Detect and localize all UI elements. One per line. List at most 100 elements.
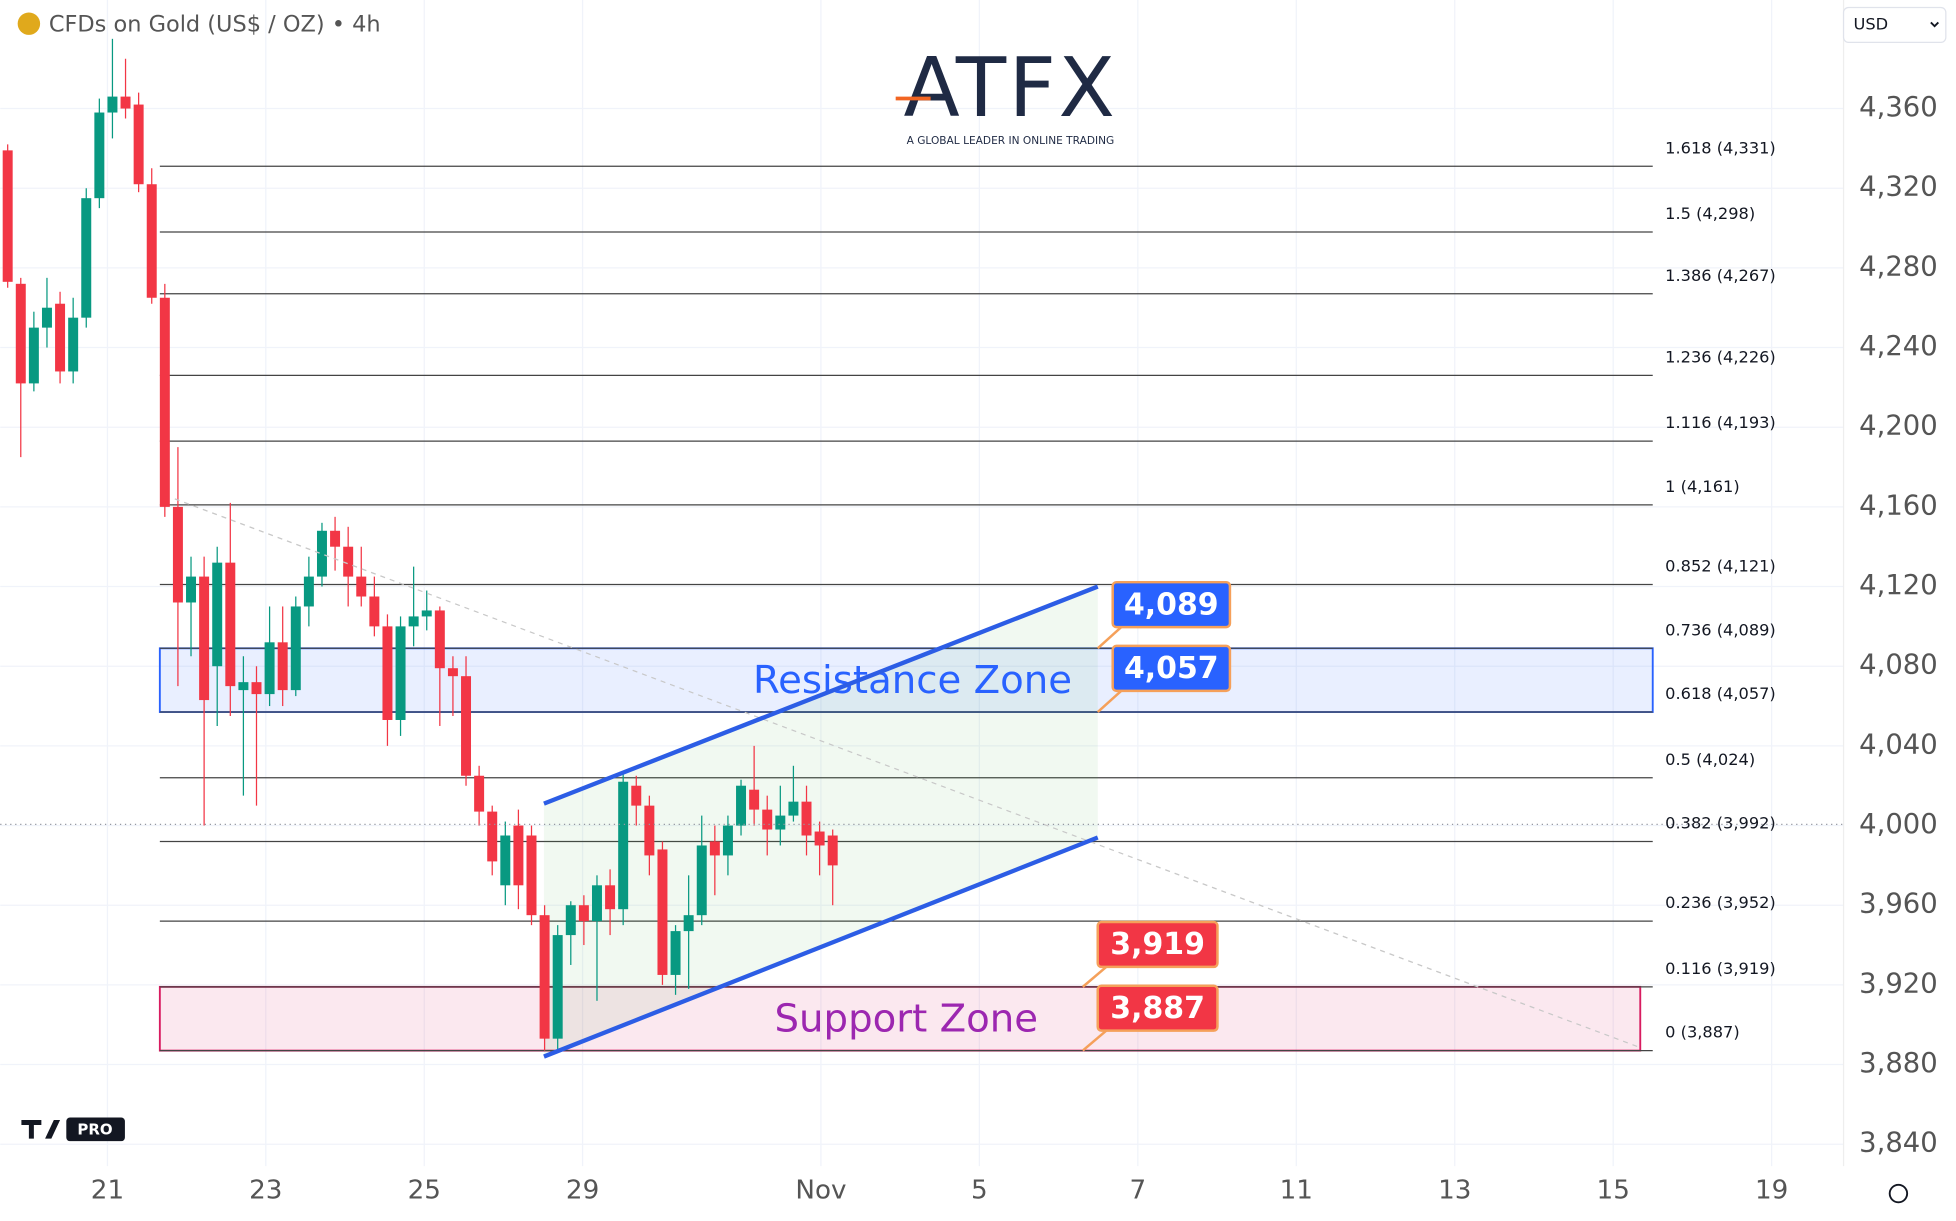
candle-body [591,885,602,922]
currency-select[interactable] [1842,6,1947,44]
price-tag [1096,984,1219,1032]
candle-body [552,935,563,1039]
candle-body [15,283,26,384]
x-tick-label: 13 [1438,1176,1471,1206]
y-tick-label: 4,200 [1859,411,1938,442]
y-tick-label: 4,160 [1859,490,1938,521]
candle-body [696,845,707,916]
fib-label: 0.618 (4,057) [1665,684,1776,703]
fib-label: 1.386 (4,267) [1665,266,1776,285]
x-tick-label: 19 [1755,1176,1788,1206]
y-tick-label: 4,120 [1859,570,1938,601]
candle-body [316,530,327,577]
fib-label: 1 (4,161) [1665,477,1740,496]
candle-body [28,327,39,384]
tag-pointer [1081,964,1109,988]
candle-body [814,831,825,846]
x-tick-label: 11 [1280,1176,1313,1206]
candle-body [120,96,131,109]
y-tick-label: 4,080 [1859,650,1938,681]
candle-body [474,775,485,812]
candle-body [644,805,655,856]
candle-body [408,616,419,627]
candle-body [186,576,197,603]
candle-body [461,676,472,776]
candle-body [369,596,380,627]
candle-body [212,562,223,667]
y-tick-label: 3,960 [1859,889,1938,920]
y-tick-label: 4,240 [1859,331,1938,362]
fib-label: 0.116 (3,919) [1665,959,1776,978]
x-tick-label: 25 [408,1176,441,1206]
dropdown-arrow [1930,21,1939,28]
tag-pointer [1096,624,1124,650]
candle-body [539,915,550,1039]
tag-pointer [1096,688,1124,713]
fib-label: 0.736 (4,089) [1665,620,1776,639]
fib-label: 0 (3,887) [1665,1023,1740,1042]
y-tick-label: 4,280 [1859,251,1938,282]
candle-body [447,668,458,677]
y-tick-label: 3,880 [1859,1048,1938,1079]
y-tick-label: 3,920 [1859,968,1938,999]
symbol-title: CFDs on Gold (US$ / OZ) • 4h [49,11,381,37]
candle-body [251,682,262,695]
price-tag [1096,920,1219,969]
y-tick-label: 3,840 [1859,1128,1938,1159]
candle-body [434,610,445,669]
price-tag-label: 4,057 [1124,651,1219,686]
candle-body [290,606,301,691]
settings-icon[interactable] [1888,1183,1909,1204]
candle-body [277,642,288,691]
candle-body [159,297,170,507]
zone-label: Support Zone [775,997,1039,1042]
price-tag [1111,580,1232,629]
candle-body [264,642,275,695]
candle-body [94,112,105,199]
candle-body [749,789,760,810]
fib-label: 1.236 (4,226) [1665,347,1776,366]
candle-body [68,317,79,372]
candle-body [500,835,511,886]
fib-label: 0.236 (3,952) [1665,893,1776,912]
candle-body [526,835,537,916]
candle-body [578,905,589,922]
fib-label: 0.852 (4,121) [1665,557,1776,576]
candle-body [172,506,183,603]
candle-body [225,562,236,687]
candle-body [565,905,576,936]
y-tick-label: 4,040 [1859,729,1938,760]
candle-body [107,96,118,113]
candle-body [513,825,524,886]
x-tick-label: 29 [566,1176,599,1206]
candle-body [670,931,681,975]
fib-label: 0.382 (3,992) [1665,814,1776,833]
fib-label: 1.618 (4,331) [1665,138,1776,157]
trend-line [174,498,1641,1049]
overlay: 3,840 3,880 3,920 3,960 4,000 4,040 4,080 4,120… [91,92,1938,1206]
candle-body [133,104,144,185]
candle-body [41,307,52,328]
plot [2,38,1654,1057]
candle-body [657,849,668,975]
channel-line [543,835,1099,1059]
price-tag-label: 4,089 [1124,587,1219,622]
candle-body [605,885,616,910]
candle-body [2,150,13,282]
candle-body [330,530,341,547]
x-tick-label: Nov [795,1176,846,1206]
candle-body [722,825,733,856]
candle-body [199,576,210,701]
zone [158,647,1654,713]
candle-body [303,576,314,607]
y-tick-label: 4,320 [1859,172,1938,203]
tv-logo [21,1119,61,1139]
candle-body [421,610,432,617]
pro-badge [66,1117,125,1142]
candle-body [788,801,799,816]
zone-label: Resistance Zone [753,658,1072,703]
candle-body [736,785,747,826]
